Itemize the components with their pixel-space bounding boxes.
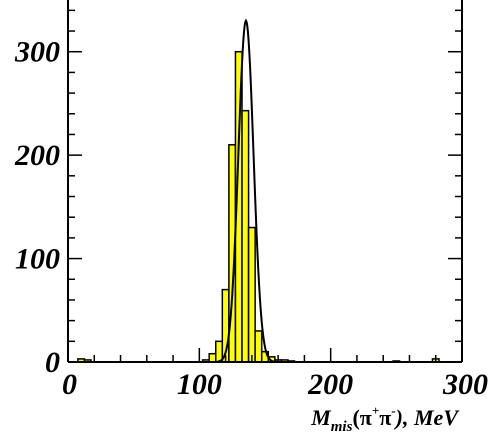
x-tick-label-0: 0 [62, 368, 77, 401]
y-tick-label-0: 0 [45, 346, 60, 379]
y-tick-label-1: 100 [15, 243, 60, 276]
x-tick-label-3: 300 [442, 368, 488, 401]
y-tick-label-2: 200 [14, 139, 60, 172]
x-tick-label-1: 100 [177, 368, 222, 401]
y-tick-label-3: 300 [14, 36, 60, 69]
histogram-bar-8 [241, 109, 250, 363]
x-axis-title-plus: + [372, 403, 379, 418]
x-axis-title-subscript: mis [331, 419, 353, 435]
histogram-bar-10 [254, 330, 263, 363]
x-axis-title-pi-minus: π [379, 405, 391, 430]
x-axis-title-minus: - [391, 403, 395, 418]
axis-ticks [67, 9, 463, 363]
histogram-bar-3 [208, 352, 217, 363]
y-tick-labels: 0 100 200 300 [14, 36, 60, 379]
x-axis-title-pi-plus: π [360, 405, 372, 430]
histogram-bars [77, 50, 440, 363]
x-axis-title-open: ( [352, 405, 359, 430]
x-tick-labels: 0 100 200 300 [62, 368, 488, 401]
x-axis-title-close: ), MeV [394, 405, 461, 430]
x-tick-label-2: 200 [307, 368, 353, 401]
histogram-bar-9 [247, 226, 256, 363]
plot-frame [67, 0, 463, 363]
x-axis-title-main: M [310, 405, 332, 430]
x-axis-title: Mmis(π+π-), MeV [310, 403, 460, 435]
